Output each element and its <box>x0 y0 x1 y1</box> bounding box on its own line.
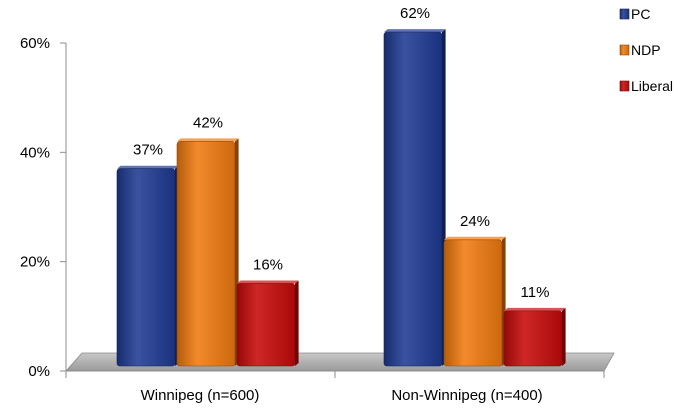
bar-ndp-1 <box>443 236 506 367</box>
y-tick-label: 0% <box>28 363 50 380</box>
data-label: 16% <box>253 257 283 274</box>
legend-swatch <box>619 44 630 56</box>
bar-liberal-0 <box>236 280 299 367</box>
y-tick-label: 20% <box>20 254 50 271</box>
x-category-label: Winnipeg (n=600) <box>141 387 260 404</box>
x-category-label: Non-Winnipeg (n=400) <box>391 387 542 404</box>
data-label: 37% <box>133 142 163 159</box>
data-label: 62% <box>400 5 430 22</box>
data-label: 24% <box>460 213 490 230</box>
legend-swatch <box>619 80 630 92</box>
legend-label: PC <box>631 6 650 22</box>
bar-liberal-1 <box>503 307 566 367</box>
legend-swatch <box>619 8 630 20</box>
legend-label: NDP <box>631 42 661 58</box>
data-label: 42% <box>193 114 223 131</box>
legend: PC NDP Liberal <box>619 6 673 94</box>
bar-pc-0 <box>116 165 179 367</box>
bar-pc-1 <box>383 29 446 367</box>
legend-label: Liberal <box>631 78 673 94</box>
data-label: 11% <box>521 284 550 301</box>
bar-ndp-0 <box>176 138 239 367</box>
y-tick-label: 40% <box>20 144 50 161</box>
y-tick-label: 60% <box>20 35 50 52</box>
